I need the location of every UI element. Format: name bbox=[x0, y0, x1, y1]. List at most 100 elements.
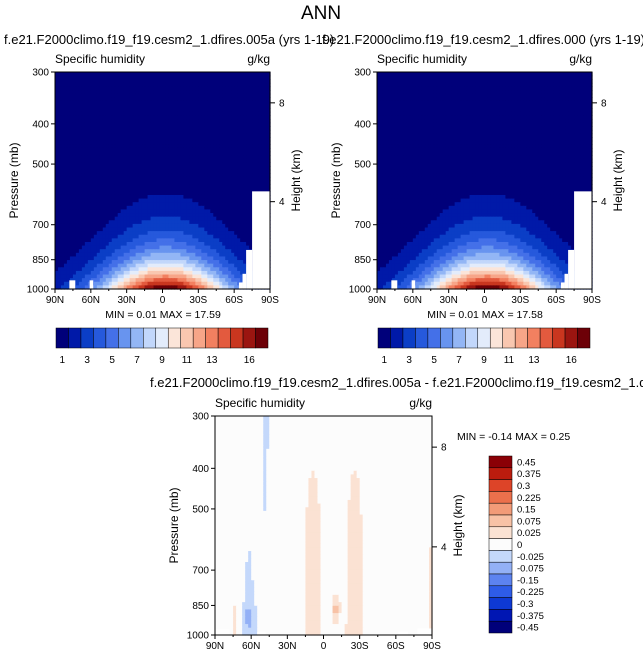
contour-cell bbox=[96, 169, 101, 174]
contour-cell bbox=[138, 75, 143, 80]
contour-cell bbox=[216, 169, 220, 174]
contour-cell bbox=[108, 147, 113, 153]
contour-cell bbox=[261, 93, 265, 98]
contour-cell bbox=[99, 129, 104, 135]
contour-cell bbox=[571, 75, 575, 80]
contour-cell bbox=[189, 209, 193, 214]
contour-cell bbox=[60, 129, 65, 135]
contour-cell bbox=[144, 274, 149, 279]
contour-cell bbox=[195, 234, 199, 239]
contour-cell bbox=[189, 75, 193, 80]
contour-cell bbox=[171, 155, 176, 160]
contour-cell bbox=[93, 90, 98, 95]
contour-cell bbox=[261, 176, 265, 182]
contour-cell bbox=[78, 245, 83, 250]
contour-cell bbox=[66, 97, 71, 102]
contour-cell bbox=[219, 191, 223, 196]
contour-cell bbox=[120, 72, 125, 77]
contour-cell bbox=[96, 104, 101, 109]
contour-cell bbox=[213, 79, 217, 84]
contour-cell bbox=[66, 205, 71, 211]
contour-cell bbox=[57, 151, 62, 156]
contour-cell bbox=[129, 75, 134, 80]
contour-cell bbox=[168, 198, 173, 203]
contour-cell bbox=[237, 202, 241, 207]
contour-cell bbox=[102, 213, 107, 218]
contour-cell bbox=[129, 267, 134, 272]
contour-cell bbox=[144, 267, 149, 272]
contour-cell bbox=[204, 231, 208, 236]
contour-cell bbox=[87, 260, 92, 265]
contour-cell bbox=[78, 93, 83, 98]
contour-cell bbox=[577, 82, 581, 88]
contour-cell bbox=[204, 111, 208, 116]
contour-cell bbox=[195, 205, 199, 211]
contour-cell bbox=[418, 72, 423, 77]
contour-cell bbox=[180, 90, 185, 95]
contour-cell bbox=[222, 90, 226, 95]
contour-cell bbox=[493, 82, 498, 88]
contour-cell bbox=[138, 79, 143, 84]
contour-cell bbox=[195, 86, 199, 91]
contour-cell bbox=[105, 234, 110, 239]
contour-cell bbox=[78, 100, 83, 106]
contour-cell bbox=[55, 86, 59, 91]
x-tick-label: 0 bbox=[160, 295, 166, 306]
contour-cell bbox=[129, 227, 134, 232]
contour-cell bbox=[442, 93, 447, 98]
contour-cell bbox=[81, 147, 86, 153]
contour-cell bbox=[243, 144, 247, 149]
contour-cell bbox=[430, 86, 435, 91]
contour-cell bbox=[243, 86, 247, 91]
contour-cell bbox=[159, 187, 164, 192]
contour-cell bbox=[78, 263, 83, 268]
contour-cell bbox=[60, 155, 65, 160]
contour-cell bbox=[57, 245, 62, 250]
contour-cell bbox=[186, 169, 190, 174]
contour-cell bbox=[246, 166, 250, 171]
contour-cell bbox=[165, 180, 170, 185]
contour-cell bbox=[180, 256, 185, 261]
colorbar-box bbox=[118, 327, 132, 349]
contour-cell bbox=[141, 223, 146, 229]
contour-cell bbox=[571, 79, 575, 84]
contour-cell bbox=[258, 129, 262, 135]
contour-cell bbox=[216, 202, 220, 207]
contour-cell bbox=[93, 122, 98, 127]
contour-cell bbox=[108, 184, 113, 189]
contour-cell bbox=[556, 72, 560, 77]
contour-cell bbox=[409, 100, 414, 106]
contour-cell bbox=[123, 147, 128, 153]
contour-cell bbox=[117, 234, 122, 239]
contour-cell bbox=[204, 90, 208, 95]
contour-cell bbox=[75, 115, 80, 120]
contour-cell bbox=[117, 151, 122, 156]
contour-cell bbox=[547, 93, 551, 98]
contour-cell bbox=[75, 173, 80, 178]
contour-cell bbox=[177, 216, 182, 221]
contour-cell bbox=[78, 75, 83, 80]
contour-cell bbox=[210, 220, 214, 225]
contour-cell bbox=[225, 119, 229, 124]
contour-cell bbox=[171, 173, 176, 178]
contour-cell bbox=[258, 119, 262, 124]
contour-cell bbox=[186, 173, 190, 178]
contour-cell bbox=[72, 216, 77, 221]
contour-cell bbox=[243, 213, 247, 218]
contour-cell bbox=[144, 93, 149, 98]
contour-cell bbox=[198, 281, 202, 286]
contour-cell bbox=[267, 104, 271, 109]
contour-cell bbox=[162, 126, 167, 131]
contour-cell bbox=[234, 144, 238, 149]
contour-cell bbox=[174, 119, 179, 124]
contour-cell bbox=[183, 231, 187, 236]
contour-cell bbox=[261, 187, 265, 192]
contour-cell bbox=[96, 234, 101, 239]
contour-cell bbox=[117, 90, 122, 95]
contour-cell bbox=[156, 191, 161, 196]
contour-cell bbox=[114, 227, 119, 232]
contour-cell bbox=[237, 75, 241, 80]
contour-cell bbox=[144, 119, 149, 124]
contour-cell bbox=[228, 122, 232, 127]
contour-cell bbox=[75, 184, 80, 189]
